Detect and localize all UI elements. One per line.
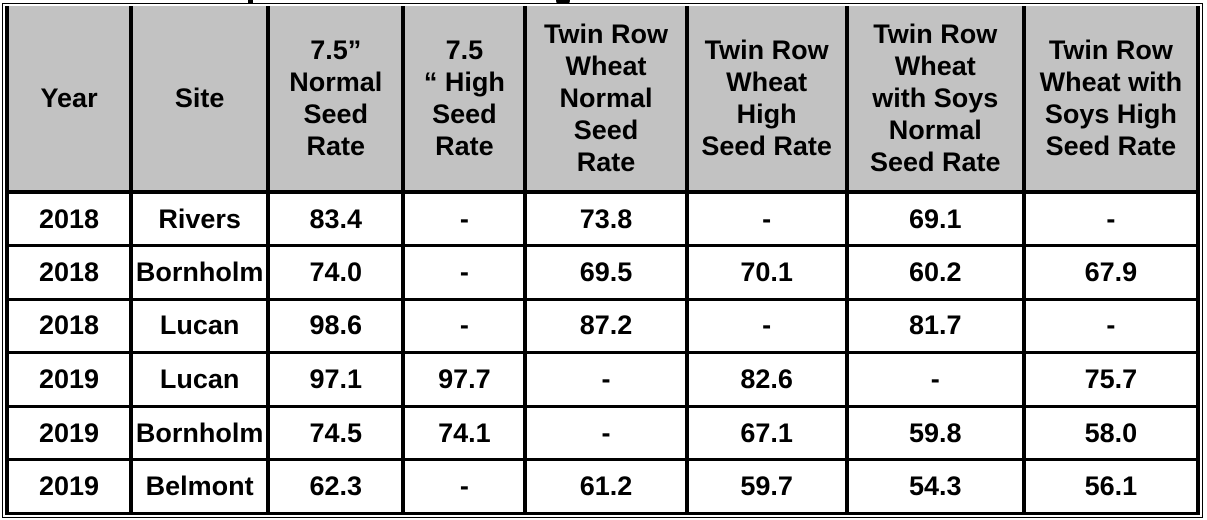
cell-value: 87.2 [523, 297, 689, 355]
header-cell-75-high-seed-rate: 7.5 “ High Seed Rate [401, 6, 528, 194]
cell-value: 60.2 [844, 244, 1026, 301]
cell-year: 2018 [4, 297, 134, 355]
cell-value: 81.7 [844, 297, 1026, 355]
cell-year: 2019 [4, 351, 134, 408]
table-row: 2019 Lucan 97.1 97.7 - 82.6 - 75.7 [4, 351, 1201, 408]
cell-value: 62.3 [266, 458, 406, 515]
cell-value: 69.1 [844, 190, 1026, 248]
header-cell-twinrow-wheat-soys-normal-seed-rate: Twin Row Wheat with Soys Normal Seed Rat… [844, 6, 1026, 194]
cell-value: - [401, 244, 528, 301]
cell-value: 56.1 [1021, 458, 1201, 515]
cell-value: - [401, 297, 528, 355]
cell-value: 54.3 [844, 458, 1026, 515]
cell-value: 59.8 [844, 404, 1026, 462]
cell-site: Bornholm [129, 404, 271, 462]
cell-year: 2019 [4, 458, 134, 515]
cell-value: 74.1 [401, 404, 528, 462]
cell-value: 67.1 [684, 404, 849, 462]
cell-value: - [684, 297, 849, 355]
cell-value: 67.9 [1021, 244, 1201, 301]
cell-value: 74.5 [266, 404, 406, 462]
cell-year: 2018 [4, 244, 134, 301]
cell-value: - [1021, 190, 1201, 248]
header-cell-year: Year [4, 6, 134, 194]
table-row: 2019 Belmont 62.3 - 61.2 59.7 54.3 56.1 [4, 458, 1201, 515]
cell-value: - [401, 458, 528, 515]
cell-year: 2018 [4, 190, 134, 248]
seed-rate-results-table-frame: Year Site 7.5” Normal Seed Rate 7.5 “ Hi… [2, 3, 1203, 518]
cell-value: 75.7 [1021, 351, 1201, 408]
cell-value: 73.8 [523, 190, 689, 248]
cell-site: Lucan [129, 297, 271, 355]
header-cell-twinrow-wheat-soys-high-seed-rate: Twin Row Wheat with Soys High Seed Rate [1021, 6, 1201, 194]
cell-value: 97.7 [401, 351, 528, 408]
cell-year: 2019 [4, 404, 134, 462]
table-row: 2018 Bornholm 74.0 - 69.5 70.1 60.2 67.9 [4, 244, 1201, 301]
cell-value: - [1021, 297, 1201, 355]
cell-value: 97.1 [266, 351, 406, 408]
header-cell-twinrow-wheat-high-seed-rate: Twin Row Wheat High Seed Rate [684, 6, 849, 194]
cell-value: - [401, 190, 528, 248]
cell-value: 83.4 [266, 190, 406, 248]
header-row: Year Site 7.5” Normal Seed Rate 7.5 “ Hi… [4, 6, 1201, 194]
table-row: 2018 Rivers 83.4 - 73.8 - 69.1 - [4, 190, 1201, 248]
cell-value: - [844, 351, 1026, 408]
table-row: 2019 Bornholm 74.5 74.1 - 67.1 59.8 58.0 [4, 404, 1201, 462]
header-cell-site: Site [129, 6, 271, 194]
seed-rate-results-table: Year Site 7.5” Normal Seed Rate 7.5 “ Hi… [4, 6, 1201, 515]
cell-site: Bornholm [129, 244, 271, 301]
header-cell-75-normal-seed-rate: 7.5” Normal Seed Rate [266, 6, 406, 194]
cell-value: 59.7 [684, 458, 849, 515]
cell-value: 82.6 [684, 351, 849, 408]
table-row: 2018 Lucan 98.6 - 87.2 - 81.7 - [4, 297, 1201, 355]
cell-value: 98.6 [266, 297, 406, 355]
cell-value: 74.0 [266, 244, 406, 301]
cell-value: - [523, 404, 689, 462]
cell-value: 69.5 [523, 244, 689, 301]
cell-value: - [523, 351, 689, 408]
cell-site: Rivers [129, 190, 271, 248]
cell-site: Lucan [129, 351, 271, 408]
cell-site: Belmont [129, 458, 271, 515]
cell-value: - [684, 190, 849, 248]
cell-value: 61.2 [523, 458, 689, 515]
header-cell-twinrow-wheat-normal-seed-rate: Twin Row Wheat Normal Seed Rate [523, 6, 689, 194]
cell-value: 58.0 [1021, 404, 1201, 462]
cell-value: 70.1 [684, 244, 849, 301]
